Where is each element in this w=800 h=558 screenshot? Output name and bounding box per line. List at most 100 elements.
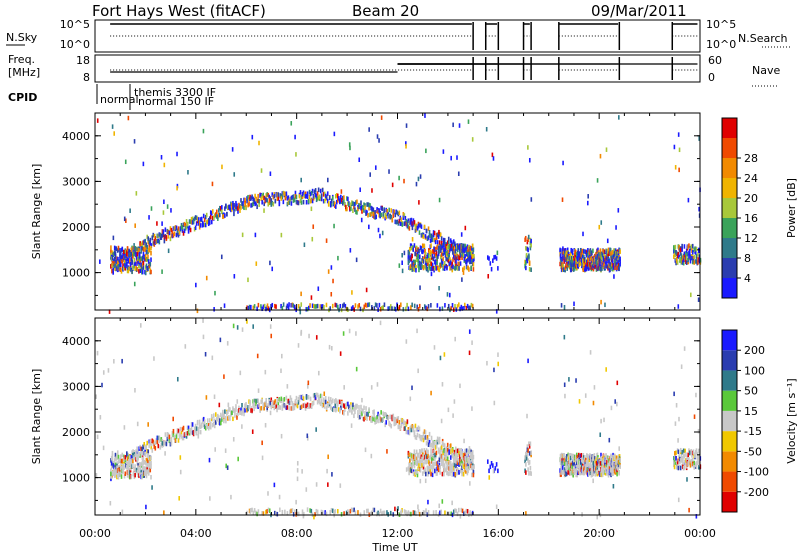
echo-point [251,194,253,199]
echo-point [613,274,615,279]
echo-point [617,465,619,470]
echo-point [348,328,351,334]
echo-point [390,415,393,420]
echo-point [126,451,128,456]
echo-point [241,327,244,332]
echo-point [371,188,373,193]
echo-point [304,406,307,411]
echo-point [233,207,235,212]
echo-point [487,273,490,279]
echo-point [241,402,243,408]
echo-point [673,245,675,250]
echo-point [236,415,238,420]
echo-point [455,463,457,469]
echo-point [397,306,400,312]
echo-point [139,463,142,468]
echo-point [152,232,155,238]
echo-point [129,208,131,213]
echo-point [426,456,429,461]
echo-point [525,511,527,516]
echo-point [685,251,687,256]
echo-point [225,203,227,209]
echo-point [601,472,604,478]
echo-point [609,459,611,464]
echo-point [317,187,320,193]
echo-point [378,208,380,213]
echo-point [236,325,239,330]
echo-point [597,266,599,272]
echo-point [575,257,578,262]
echo-point [462,471,465,477]
echo-point [399,425,402,431]
echo-point [168,434,171,440]
echo-point [268,194,271,200]
echo-point [427,304,430,309]
echo-point [463,265,466,271]
echo-point [581,462,583,468]
echo-point [156,439,159,445]
echo-point [130,252,133,257]
echo-point [409,458,411,463]
echo-point [287,195,290,200]
echo-point [572,467,575,473]
echo-point [320,394,323,399]
echo-point [138,451,141,457]
echo-point [350,306,353,311]
echo-point [138,466,140,471]
echo-point [152,439,155,445]
echo-point [190,422,193,427]
echo-point [389,510,392,516]
echo-point [232,437,235,442]
echo-point [525,456,528,461]
echo-point [305,193,308,199]
echo-point [584,393,587,398]
echo-point [568,456,571,462]
echo-point [154,236,157,241]
echo-point [370,385,373,390]
echo-point [235,404,237,409]
echo-point [563,470,565,475]
echo-point [452,509,455,515]
echo-point [449,455,452,460]
echo-point [599,471,601,477]
echo-point [617,262,620,268]
echo-point [214,212,217,217]
echo-point [202,128,205,134]
echo-point [286,384,289,389]
echo-point [193,226,196,232]
echo-point [300,195,303,200]
echo-point [117,454,120,460]
echo-point [121,246,124,252]
echo-point [210,219,213,225]
echo-point [302,513,305,519]
echo-point [345,403,347,408]
echo-point [410,245,413,251]
echo-point [191,220,194,225]
echo-point [619,457,621,463]
echo-point [214,447,216,452]
echo-point [316,303,319,309]
cpid-entry: normal [100,93,139,106]
echo-point [615,262,617,267]
echo-point [401,222,404,227]
echo-point [221,209,223,214]
echo-point [434,468,436,474]
echo-point [605,367,607,372]
echo-point [295,194,298,200]
echo-point [471,464,473,470]
echo-point [130,474,133,480]
echo-point [402,212,405,217]
echo-point [527,458,529,463]
echo-point [367,202,369,207]
echo-point [220,420,222,426]
echo-point [119,256,121,261]
echo-point [277,402,280,407]
colorbar-swatch [722,410,737,432]
echo-point [464,448,466,454]
echo-point [136,247,138,252]
echo-point [255,261,258,266]
echo-point [102,445,105,451]
echo-point [322,198,325,204]
echo-point [141,246,143,251]
echo-point [173,435,176,440]
